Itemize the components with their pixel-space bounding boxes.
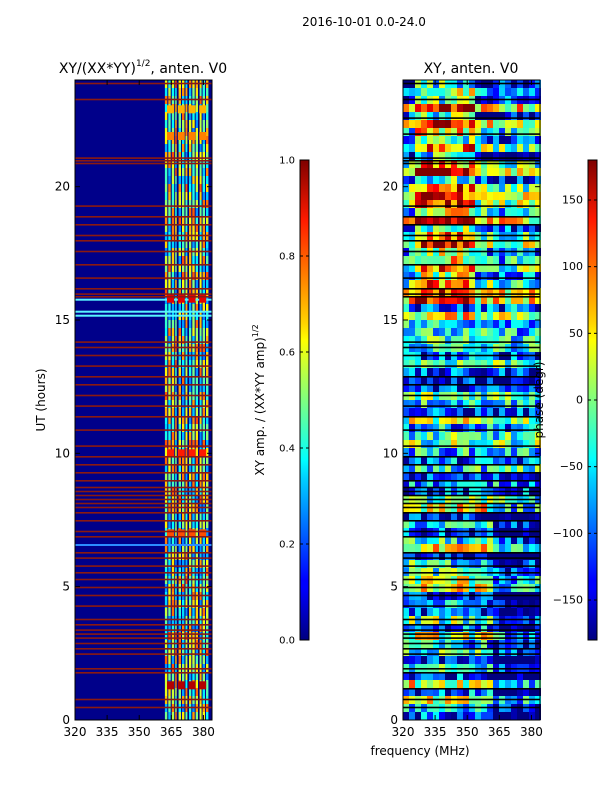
y-tick-label: 5: [390, 580, 398, 594]
left-x-axis: 320 335 350 365 380: [64, 80, 215, 739]
right-panel-title: XY, anten. V0: [424, 61, 519, 77]
y-tick-label: 15: [55, 313, 70, 327]
x-tick-label: 365: [488, 725, 511, 739]
y-tick-label: 20: [383, 180, 398, 194]
y-tick-label: 10: [383, 446, 398, 460]
right-plot-frame: [402, 79, 541, 721]
right-flag-lines: [403, 82, 540, 709]
colorbar-tick-label: −100: [553, 527, 583, 540]
left-colorbar-label-sup: 1/2: [251, 324, 260, 337]
left-heatmap: 320 335 350 365 380 0 5 10 15 20: [55, 79, 215, 739]
left-colorbar-label: XY amp. / (XX*YY amp)1/2: [251, 324, 267, 475]
colorbar-tick-label: 0.8: [279, 252, 295, 263]
y-tick-label: 5: [62, 580, 70, 594]
left-title-sup: 1/2: [136, 59, 150, 69]
y-tick-label: 0: [390, 713, 398, 727]
colorbar-tick-label: 50: [569, 327, 583, 340]
right-colorbar-ticks: 150 100 50 0 −50 −100 −150: [553, 194, 597, 607]
left-colorbar-label-main: XY amp. / (XX*YY amp): [253, 337, 267, 475]
y-tick-label: 10: [55, 446, 70, 460]
colorbar-tick-label: 100: [562, 260, 583, 273]
colorbar-tick-label: −150: [553, 594, 583, 607]
suptitle: 2016-10-01 0.0-24.0: [302, 15, 426, 29]
x-tick-label: 350: [128, 725, 151, 739]
x-tick-label: 380: [520, 725, 543, 739]
x-tick-label: 365: [160, 725, 183, 739]
x-tick-label: 320: [64, 725, 87, 739]
right-heatmap: 320 335 350 365 380 0 5 10 15 20: [383, 79, 543, 739]
left-title-tail: , anten. V0: [150, 61, 227, 77]
colorbar-tick-label: 1.0: [279, 156, 295, 167]
left-flag-lines: [75, 82, 212, 709]
x-tick-label: 335: [96, 725, 119, 739]
right-y-axis: 0 5 10 15 20: [383, 180, 540, 727]
left-colorbar-gradient: [299, 159, 310, 641]
colorbar-tick-label: 0.2: [279, 540, 295, 551]
colorbar-tick-label: 150: [562, 194, 583, 207]
right-colorbar: 150 100 50 0 −50 −100 −150: [553, 159, 598, 641]
x-tick-label: 380: [192, 725, 215, 739]
right-colorbar-label: phase (degr): [532, 362, 546, 439]
left-y-axis: 0 5 10 15 20: [55, 180, 212, 727]
x-tick-label: 320: [392, 725, 415, 739]
left-plot-frame: [74, 79, 213, 721]
colorbar-tick-label: 0.0: [279, 636, 295, 647]
colorbar-tick-label: 0.6: [279, 348, 295, 359]
left-title-main: XY/(XX*YY): [59, 61, 136, 77]
y-tick-label: 15: [383, 313, 398, 327]
colorbar-tick-label: −50: [560, 460, 583, 473]
left-colorbar-ticks: 0.0 0.2 0.4 0.6 0.8 1.0: [279, 156, 309, 647]
left-panel-title: XY/(XX*YY)1/2, anten. V0: [59, 59, 227, 77]
y-tick-label: 20: [55, 180, 70, 194]
left-colorbar: 0.0 0.2 0.4 0.6 0.8 1.0: [279, 156, 310, 647]
colorbar-tick-label: 0: [576, 394, 583, 407]
left-ylabel: UT (hours): [34, 368, 48, 431]
right-x-axis: 320 335 350 365 380: [392, 80, 543, 739]
y-tick-label: 0: [62, 713, 70, 727]
right-xlabel: frequency (MHz): [370, 744, 469, 758]
x-tick-label: 335: [424, 725, 447, 739]
x-tick-label: 350: [456, 725, 479, 739]
colorbar-tick-label: 0.4: [279, 444, 295, 455]
